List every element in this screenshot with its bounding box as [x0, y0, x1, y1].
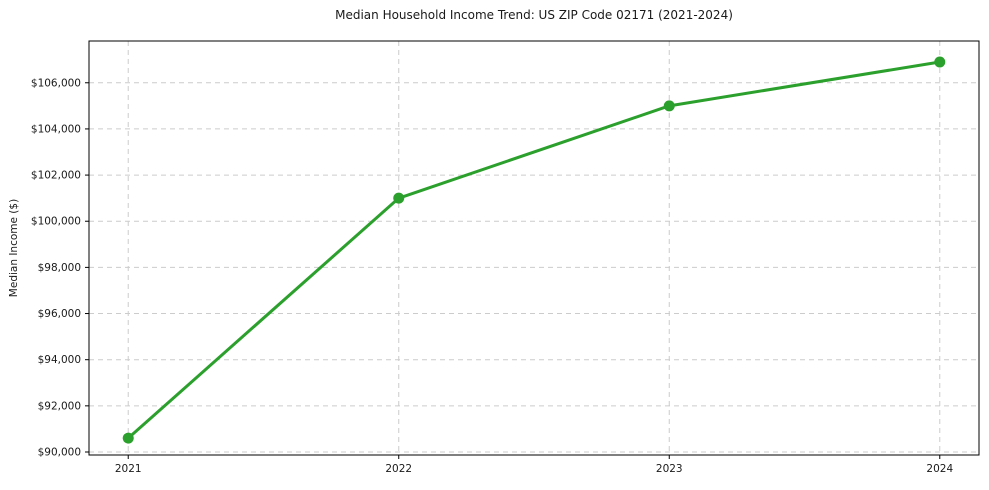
y-tick-label: $102,000 [31, 170, 81, 182]
x-tick-label: 2023 [656, 463, 683, 475]
data-point-2021 [122, 432, 134, 444]
axis-frame [88, 40, 980, 456]
y-tick-label: $90,000 [38, 447, 81, 459]
data-point-2022 [393, 192, 405, 204]
x-tick-label: 2024 [926, 463, 953, 475]
y-tick-label: $96,000 [38, 308, 81, 320]
data-point-2023 [663, 100, 675, 112]
x-tick-label: 2022 [385, 463, 412, 475]
y-tick-label: $94,000 [38, 354, 81, 366]
y-tick-label: $104,000 [31, 123, 81, 135]
y-tick-label: $100,000 [31, 216, 81, 228]
trend-line [126, 60, 942, 440]
y-tick-label: $106,000 [31, 77, 81, 89]
data-point-2024 [934, 56, 946, 68]
x-tick-label: 2021 [115, 463, 142, 475]
y-tick-label: $92,000 [38, 400, 81, 412]
y-tick-label: $98,000 [38, 262, 81, 274]
chart-title: Median Household Income Trend: US ZIP Co… [335, 8, 733, 22]
